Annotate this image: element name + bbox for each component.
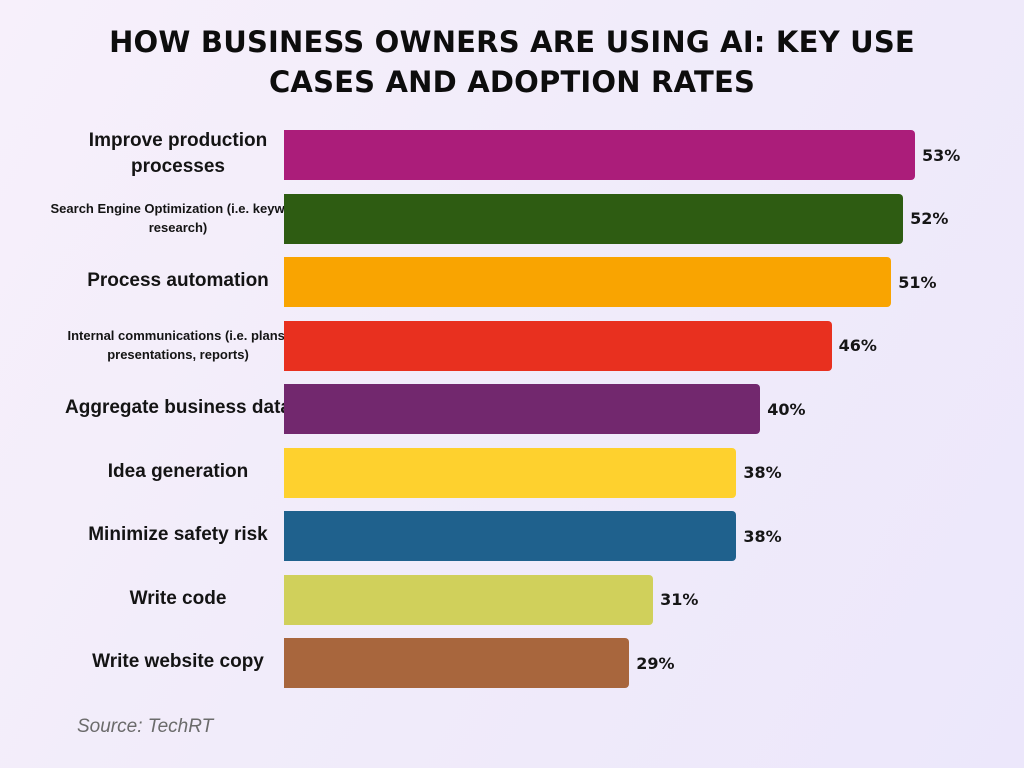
bar [284,384,761,434]
category-label: Internal communications (i.e. plans, pre… [67,327,289,362]
value-label: 46% [838,336,877,355]
value-label: 31% [660,590,699,609]
bar [284,447,737,498]
value-label: 29% [636,653,675,673]
bar-row: Improve production processes 53% [0,128,1024,180]
bar-row: Search Engine Optimization (i.e. keyword… [0,192,1024,244]
category-label: Write code [129,587,227,609]
chart-title: HOW BUSINESS OWNERS ARE USING AI: KEY US… [109,25,915,99]
category-label: Improve production processes [88,130,268,177]
bar [284,257,892,307]
value-label: 38% [743,526,782,546]
value-label: 51% [898,272,937,292]
bar [284,130,915,180]
category-label: Search Engine Optimization (i.e. keyword… [50,200,306,235]
bar [284,574,654,625]
bar [284,193,904,244]
category-label: Minimize safety risk [88,524,268,545]
bar [284,511,737,561]
category-label: Idea generation [107,460,249,482]
bar-row: Process automation 51% [0,255,1024,307]
bar [284,638,630,688]
source-note: Source: TechRT [77,716,214,737]
value-label: 40% [767,399,806,419]
bar-row: Internal communications (i.e. plans, pre… [0,319,1024,371]
bar-row: Idea generation 38% [0,446,1024,498]
category-label: Aggregate business data [65,397,291,418]
value-label: 38% [743,463,782,482]
bar-row: Write website copy 29% [0,636,1024,688]
category-label: Write website copy [92,651,264,672]
bar [284,320,832,371]
bar-chart: Improve production processes 53% Search En… [0,128,1024,694]
value-label: 52% [910,209,949,228]
category-label: Process automation [87,270,269,291]
bar-row: Minimize safety risk 38% [0,509,1024,561]
value-label: 53% [922,145,961,165]
bar-row: Write code 31% [0,573,1024,625]
bar-row: Aggregate business data 40% [0,382,1024,434]
